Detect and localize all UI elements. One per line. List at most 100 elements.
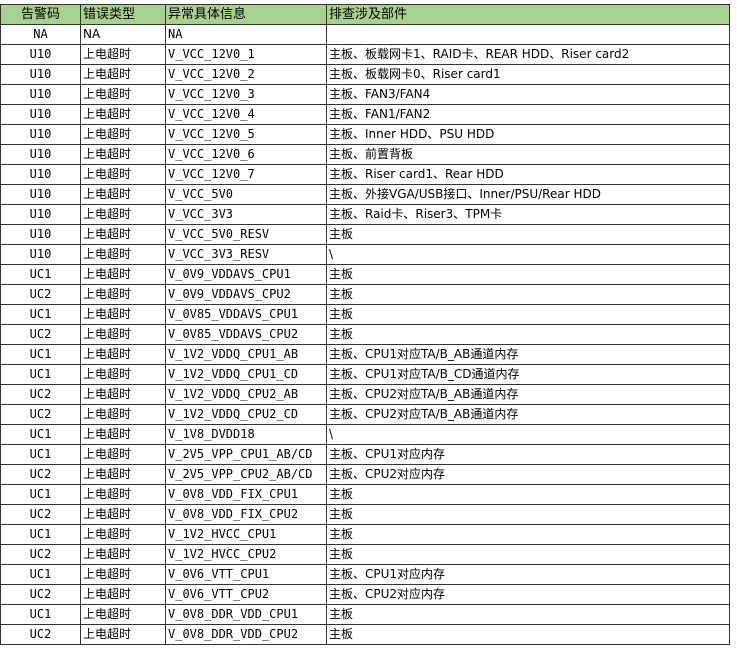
cell-parts: 主板 (326, 284, 730, 305)
cell-error-type: 上电超时 (80, 184, 166, 205)
table-row: U10 上电超时 V_VCC_12V0_3 主板、FAN3/FAN4 (0, 84, 730, 105)
cell-detail-info: V_VCC_5V0_RESV (165, 224, 327, 245)
cell-alarm-code: UC2 (0, 284, 81, 305)
cell-alarm-code: UC2 (0, 464, 81, 485)
cell-alarm-code: UC1 (0, 444, 81, 465)
cell-alarm-code: U10 (0, 244, 81, 265)
cell-alarm-code: U10 (0, 44, 81, 65)
cell-parts: 主板、CPU1对应内存 (326, 564, 730, 585)
cell-parts: 主板、CPU2对应TA/B_AB通道内存 (326, 384, 730, 405)
table-row: UC2 上电超时 V_0V8_VDD_FIX_CPU2 主板 (0, 504, 730, 525)
cell-alarm-code: UC2 (0, 504, 81, 525)
cell-detail-info: V_0V85_VDDAVS_CPU1 (165, 304, 327, 325)
cell-parts: 主板 (326, 544, 730, 565)
cell-parts: 主板、Riser card1、Rear HDD (326, 164, 730, 185)
cell-error-type: 上电超时 (80, 384, 166, 405)
cell-alarm-code: UC1 (0, 564, 81, 585)
cell-alarm-code: UC2 (0, 324, 81, 345)
cell-error-type: 上电超时 (80, 464, 166, 485)
table-row: UC2 上电超时 V_0V8_DDR_VDD_CPU2 主板 (0, 624, 730, 645)
cell-alarm-code: U10 (0, 204, 81, 225)
cell-error-type: 上电超时 (80, 304, 166, 325)
table-row: U10 上电超时 V_VCC_3V3 主板、Raid卡、Riser3、TPM卡 (0, 204, 730, 225)
cell-parts: 主板、CPU1对应TA/B_CD通道内存 (326, 364, 730, 385)
cell-parts: 主板、外接VGA/USB接口、Inner/PSU/Rear HDD (326, 184, 730, 205)
cell-parts: 主板、前置背板 (326, 144, 730, 165)
table-row: UC1 上电超时 V_2V5_VPP_CPU1_AB/CD 主板、CPU1对应内存 (0, 444, 730, 465)
cell-detail-info: V_VCC_3V3 (165, 204, 327, 225)
cell-detail-info: V_VCC_12V0_6 (165, 144, 327, 165)
table-row: U10 上电超时 V_VCC_12V0_4 主板、FAN1/FAN2 (0, 104, 730, 125)
cell-detail-info: V_VCC_12V0_1 (165, 44, 327, 65)
cell-error-type: 上电超时 (80, 564, 166, 585)
cell-detail-info: V_0V6_VTT_CPU1 (165, 564, 327, 585)
cell-parts: 主板 (326, 324, 730, 345)
cell-detail-info: V_0V8_DDR_VDD_CPU1 (165, 604, 327, 625)
cell-detail-info: V_1V8_DVDD18 (165, 424, 327, 445)
cell-detail-info: V_1V2_HVCC_CPU1 (165, 524, 327, 545)
cell-detail-info: V_1V2_VDDQ_CPU1_CD (165, 364, 327, 385)
cell-error-type: 上电超时 (80, 224, 166, 245)
cell-alarm-code: U10 (0, 184, 81, 205)
header-detail-info: 异常具体信息 (165, 4, 327, 25)
cell-detail-info: V_0V8_VDD_FIX_CPU1 (165, 484, 327, 505)
cell-parts: 主板、CPU1对应TA/B_AB通道内存 (326, 344, 730, 365)
header-alarm-code: 告警码 (0, 4, 81, 25)
cell-parts: 主板、FAN1/FAN2 (326, 104, 730, 125)
cell-detail-info: V_1V2_VDDQ_CPU1_AB (165, 344, 327, 365)
cell-error-type: 上电超时 (80, 144, 166, 165)
cell-error-type: 上电超时 (80, 444, 166, 465)
cell-alarm-code: UC2 (0, 384, 81, 405)
cell-detail-info: V_VCC_12V0_3 (165, 84, 327, 105)
table-row: UC1 上电超时 V_1V2_VDDQ_CPU1_CD 主板、CPU1对应TA/B_C… (0, 364, 730, 385)
cell-parts (326, 24, 730, 45)
cell-error-type: NA (80, 24, 166, 45)
cell-detail-info: NA (165, 24, 327, 45)
table-row: NA NA NA (0, 24, 730, 45)
cell-error-type: 上电超时 (80, 624, 166, 645)
table-row: UC2 上电超时 V_0V9_VDDAVS_CPU2 主板 (0, 284, 730, 305)
cell-parts: 主板、Raid卡、Riser3、TPM卡 (326, 204, 730, 225)
cell-alarm-code: UC1 (0, 344, 81, 365)
cell-error-type: 上电超时 (80, 64, 166, 85)
cell-detail-info: V_0V85_VDDAVS_CPU2 (165, 324, 327, 345)
cell-detail-info: V_1V2_VDDQ_CPU2_CD (165, 404, 327, 425)
table-row: U10 上电超时 V_VCC_12V0_2 主板、板载网卡0、Riser card1 (0, 64, 730, 85)
cell-parts: 主板、CPU2对应内存 (326, 584, 730, 605)
table-row: UC1 上电超时 V_1V2_VDDQ_CPU1_AB 主板、CPU1对应TA/B_A… (0, 344, 730, 365)
cell-error-type: 上电超时 (80, 364, 166, 385)
cell-error-type: 上电超时 (80, 584, 166, 605)
cell-detail-info: V_VCC_12V0_4 (165, 104, 327, 125)
cell-alarm-code: U10 (0, 124, 81, 145)
cell-parts: 主板、板载网卡1、RAID卡、REAR HDD、Riser card2 (326, 44, 730, 65)
cell-detail-info: V_0V8_DDR_VDD_CPU2 (165, 624, 327, 645)
cell-alarm-code: U10 (0, 104, 81, 125)
cell-parts: 主板、FAN3/FAN4 (326, 84, 730, 105)
cell-error-type: 上电超时 (80, 484, 166, 505)
cell-error-type: 上电超时 (80, 284, 166, 305)
table-row: UC1 上电超时 V_1V8_DVDD18 \ (0, 424, 730, 445)
table-row: U10 上电超时 V_VCC_12V0_7 主板、Riser card1、Rear H… (0, 164, 730, 185)
cell-alarm-code: U10 (0, 164, 81, 185)
cell-alarm-code: UC2 (0, 584, 81, 605)
cell-error-type: 上电超时 (80, 244, 166, 265)
alarm-table: 告警码 错误类型 异常具体信息 排查涉及部件 NA NA NA U10 上电超时 V_VCC_1… (0, 4, 730, 645)
cell-error-type: 上电超时 (80, 164, 166, 185)
cell-detail-info: V_VCC_12V0_5 (165, 124, 327, 145)
cell-parts: 主板 (326, 504, 730, 525)
table-row: UC2 上电超时 V_2V5_VPP_CPU2_AB/CD 主板、CPU2对应内存 (0, 464, 730, 485)
cell-detail-info: V_1V2_HVCC_CPU2 (165, 544, 327, 565)
cell-parts: 主板 (326, 484, 730, 505)
header-parts: 排查涉及部件 (326, 4, 730, 25)
table-row: UC1 上电超时 V_1V2_HVCC_CPU1 主板 (0, 524, 730, 545)
cell-parts: 主板 (326, 264, 730, 285)
table-row: UC1 上电超时 V_0V8_DDR_VDD_CPU1 主板 (0, 604, 730, 625)
cell-alarm-code: UC1 (0, 484, 81, 505)
cell-error-type: 上电超时 (80, 324, 166, 345)
table-row: UC2 上电超时 V_1V2_HVCC_CPU2 主板 (0, 544, 730, 565)
cell-parts: 主板、CPU1对应内存 (326, 444, 730, 465)
cell-alarm-code: U10 (0, 84, 81, 105)
cell-error-type: 上电超时 (80, 124, 166, 145)
cell-alarm-code: U10 (0, 224, 81, 245)
cell-error-type: 上电超时 (80, 344, 166, 365)
